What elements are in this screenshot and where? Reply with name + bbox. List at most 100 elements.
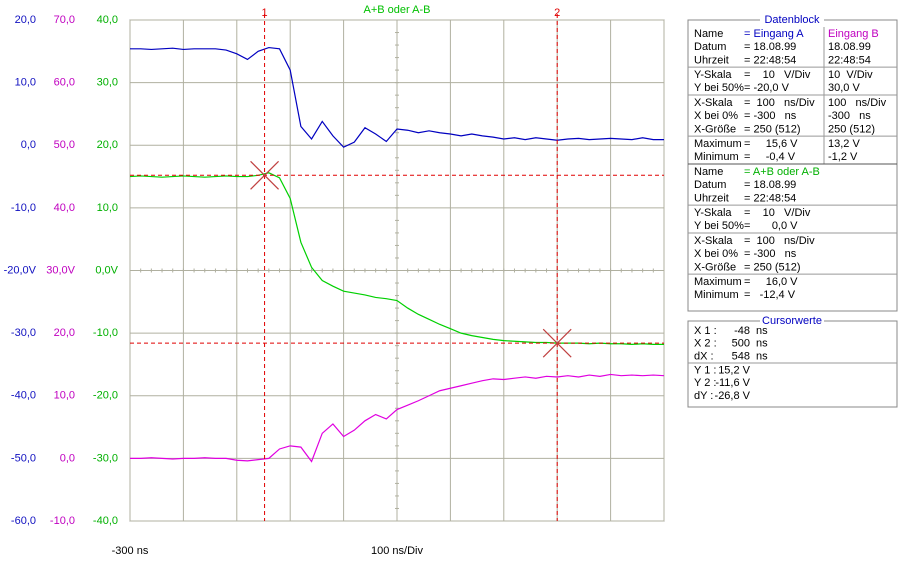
data-cell: = 250 (512): [744, 123, 801, 135]
cursor-cell: 15,2 V: [718, 364, 750, 376]
y-tick-label: 0,0V: [95, 264, 118, 276]
data-cell: = 22:48:54: [744, 192, 796, 204]
data-cell: -1,2 V: [828, 151, 858, 163]
cursor-cell: 548: [732, 351, 750, 363]
y-tick-label: 40,0: [97, 14, 118, 26]
cursor-cell: ns: [756, 325, 768, 337]
cursor-cell: dX :: [694, 351, 714, 363]
data-cell: = 16,0 V: [744, 276, 798, 288]
y-tick-label: -20,0: [93, 390, 118, 402]
data-cell: Y-Skala: [694, 69, 732, 81]
data-cell: = 0,0 V: [744, 220, 798, 232]
data-cell: = 100 ns/Div: [744, 97, 815, 109]
data-cell: = -300 ns: [744, 248, 797, 260]
data-cell: 10 V/Div: [828, 69, 873, 81]
y-tick-label: 60,0: [54, 77, 75, 89]
y-tick-label: 30,0: [97, 77, 118, 89]
y-tick-label: 40,0: [54, 202, 75, 214]
x-tick-label: -300 ns: [112, 545, 149, 557]
trace: [130, 46, 664, 148]
cursor-cross: [542, 328, 572, 358]
data-cell: 22:48:54: [828, 54, 871, 66]
panel-title-bg: [760, 14, 824, 26]
data-cell: -300 ns: [828, 110, 871, 122]
y-tick-label: 20,0: [97, 139, 118, 151]
y-tick-label: 70,0: [54, 14, 75, 26]
y-tick-label: 10,0: [15, 77, 36, 89]
panel-title: Datenblock: [764, 14, 820, 26]
cursor-cell: ns: [756, 338, 768, 350]
data-cell: 13,2 V: [828, 138, 860, 150]
data-cell: X-Größe: [694, 261, 736, 273]
data-cell: Uhrzeit: [694, 54, 729, 66]
y-tick-label: 0,0: [60, 452, 75, 464]
y-tick-label: 50,0: [54, 139, 75, 151]
y-tick-label: 20,0: [15, 14, 36, 26]
y-tick-label: -40,0: [11, 390, 36, 402]
cursor-label: 2: [554, 7, 560, 19]
data-cell: Maximum: [694, 138, 742, 150]
y-tick-label: -50,0: [11, 452, 36, 464]
cursor-cell: X 2 :: [694, 338, 717, 350]
datenblock-panel: [687, 19, 898, 312]
data-cell: 18.08.99: [828, 41, 871, 53]
y-tick-label: 0,0: [21, 139, 36, 151]
data-cell: = 10 V/Div: [744, 69, 811, 81]
cursor-cross: [250, 160, 279, 190]
y-tick-label: 30,0V: [46, 264, 75, 276]
data-cell: Y bei 50%: [694, 220, 744, 232]
data-cell: Eingang B: [828, 28, 879, 40]
cursor-cell: X 1 :: [694, 325, 717, 337]
data-cell: = -20,0 V: [744, 82, 790, 94]
y-tick-label: -20,0V: [4, 264, 37, 276]
data-cell: X-Skala: [694, 97, 733, 109]
data-cell: Minimum: [694, 151, 739, 163]
cursor-label: 1: [262, 7, 268, 19]
cursor-cell: Y 1 :: [694, 364, 716, 376]
cursor-cell: ns: [756, 351, 768, 363]
y-tick-label: -30,0: [93, 452, 118, 464]
data-cell: = -0,4 V: [744, 151, 796, 163]
data-cell: = 10 V/Div: [744, 207, 811, 219]
cursor-cell: -26,8 V: [715, 390, 751, 402]
y-tick-label: -10,0: [93, 327, 118, 339]
data-cell: = 100 ns/Div: [744, 235, 815, 247]
data-cell: = Eingang A: [744, 28, 804, 40]
data-cell: = 15,6 V: [744, 138, 798, 150]
y-tick-label: -40,0: [93, 515, 118, 527]
data-cell: = A+B oder A-B: [744, 166, 820, 178]
data-cell: Minimum: [694, 289, 739, 301]
panel-title-bg: [760, 315, 824, 327]
data-cell: 30,0 V: [828, 82, 860, 94]
data-cell: = -300 ns: [744, 110, 797, 122]
data-cell: 100 ns/Div: [828, 97, 887, 109]
data-cell: Y-Skala: [694, 207, 732, 219]
data-cell: X bei 0%: [694, 248, 738, 260]
y-tick-label: 10,0: [97, 202, 118, 214]
y-tick-label: -30,0: [11, 327, 36, 339]
data-cell: 250 (512): [828, 123, 875, 135]
data-cell: Uhrzeit: [694, 192, 729, 204]
data-cell: = 22:48:54: [744, 54, 796, 66]
cursor-cell: 500: [732, 338, 750, 350]
y-tick-label: 20,0: [54, 327, 75, 339]
data-cell: Datum: [694, 41, 726, 53]
data-cell: = -12,4 V: [744, 289, 796, 301]
data-cell: Maximum: [694, 276, 742, 288]
data-cell: Y bei 50%: [694, 82, 744, 94]
cursor-cell: dY :: [694, 390, 713, 402]
cursor-cell: -48: [734, 325, 750, 337]
data-cell: = 18.08.99: [744, 41, 796, 53]
y-tick-label: -60,0: [11, 515, 36, 527]
data-cell: = 250 (512): [744, 261, 801, 273]
data-cell: X bei 0%: [694, 110, 738, 122]
data-cell: = 18.08.99: [744, 179, 796, 191]
cursor-cell: Y 2 :: [694, 377, 716, 389]
y-tick-label: -10,0: [50, 515, 75, 527]
chart-title: A+B oder A-B: [364, 4, 431, 16]
data-cell: X-Skala: [694, 235, 733, 247]
y-tick-label: 10,0: [54, 390, 75, 402]
data-cell: Name: [694, 166, 723, 178]
panel-title: Cursorwerte: [762, 315, 822, 327]
